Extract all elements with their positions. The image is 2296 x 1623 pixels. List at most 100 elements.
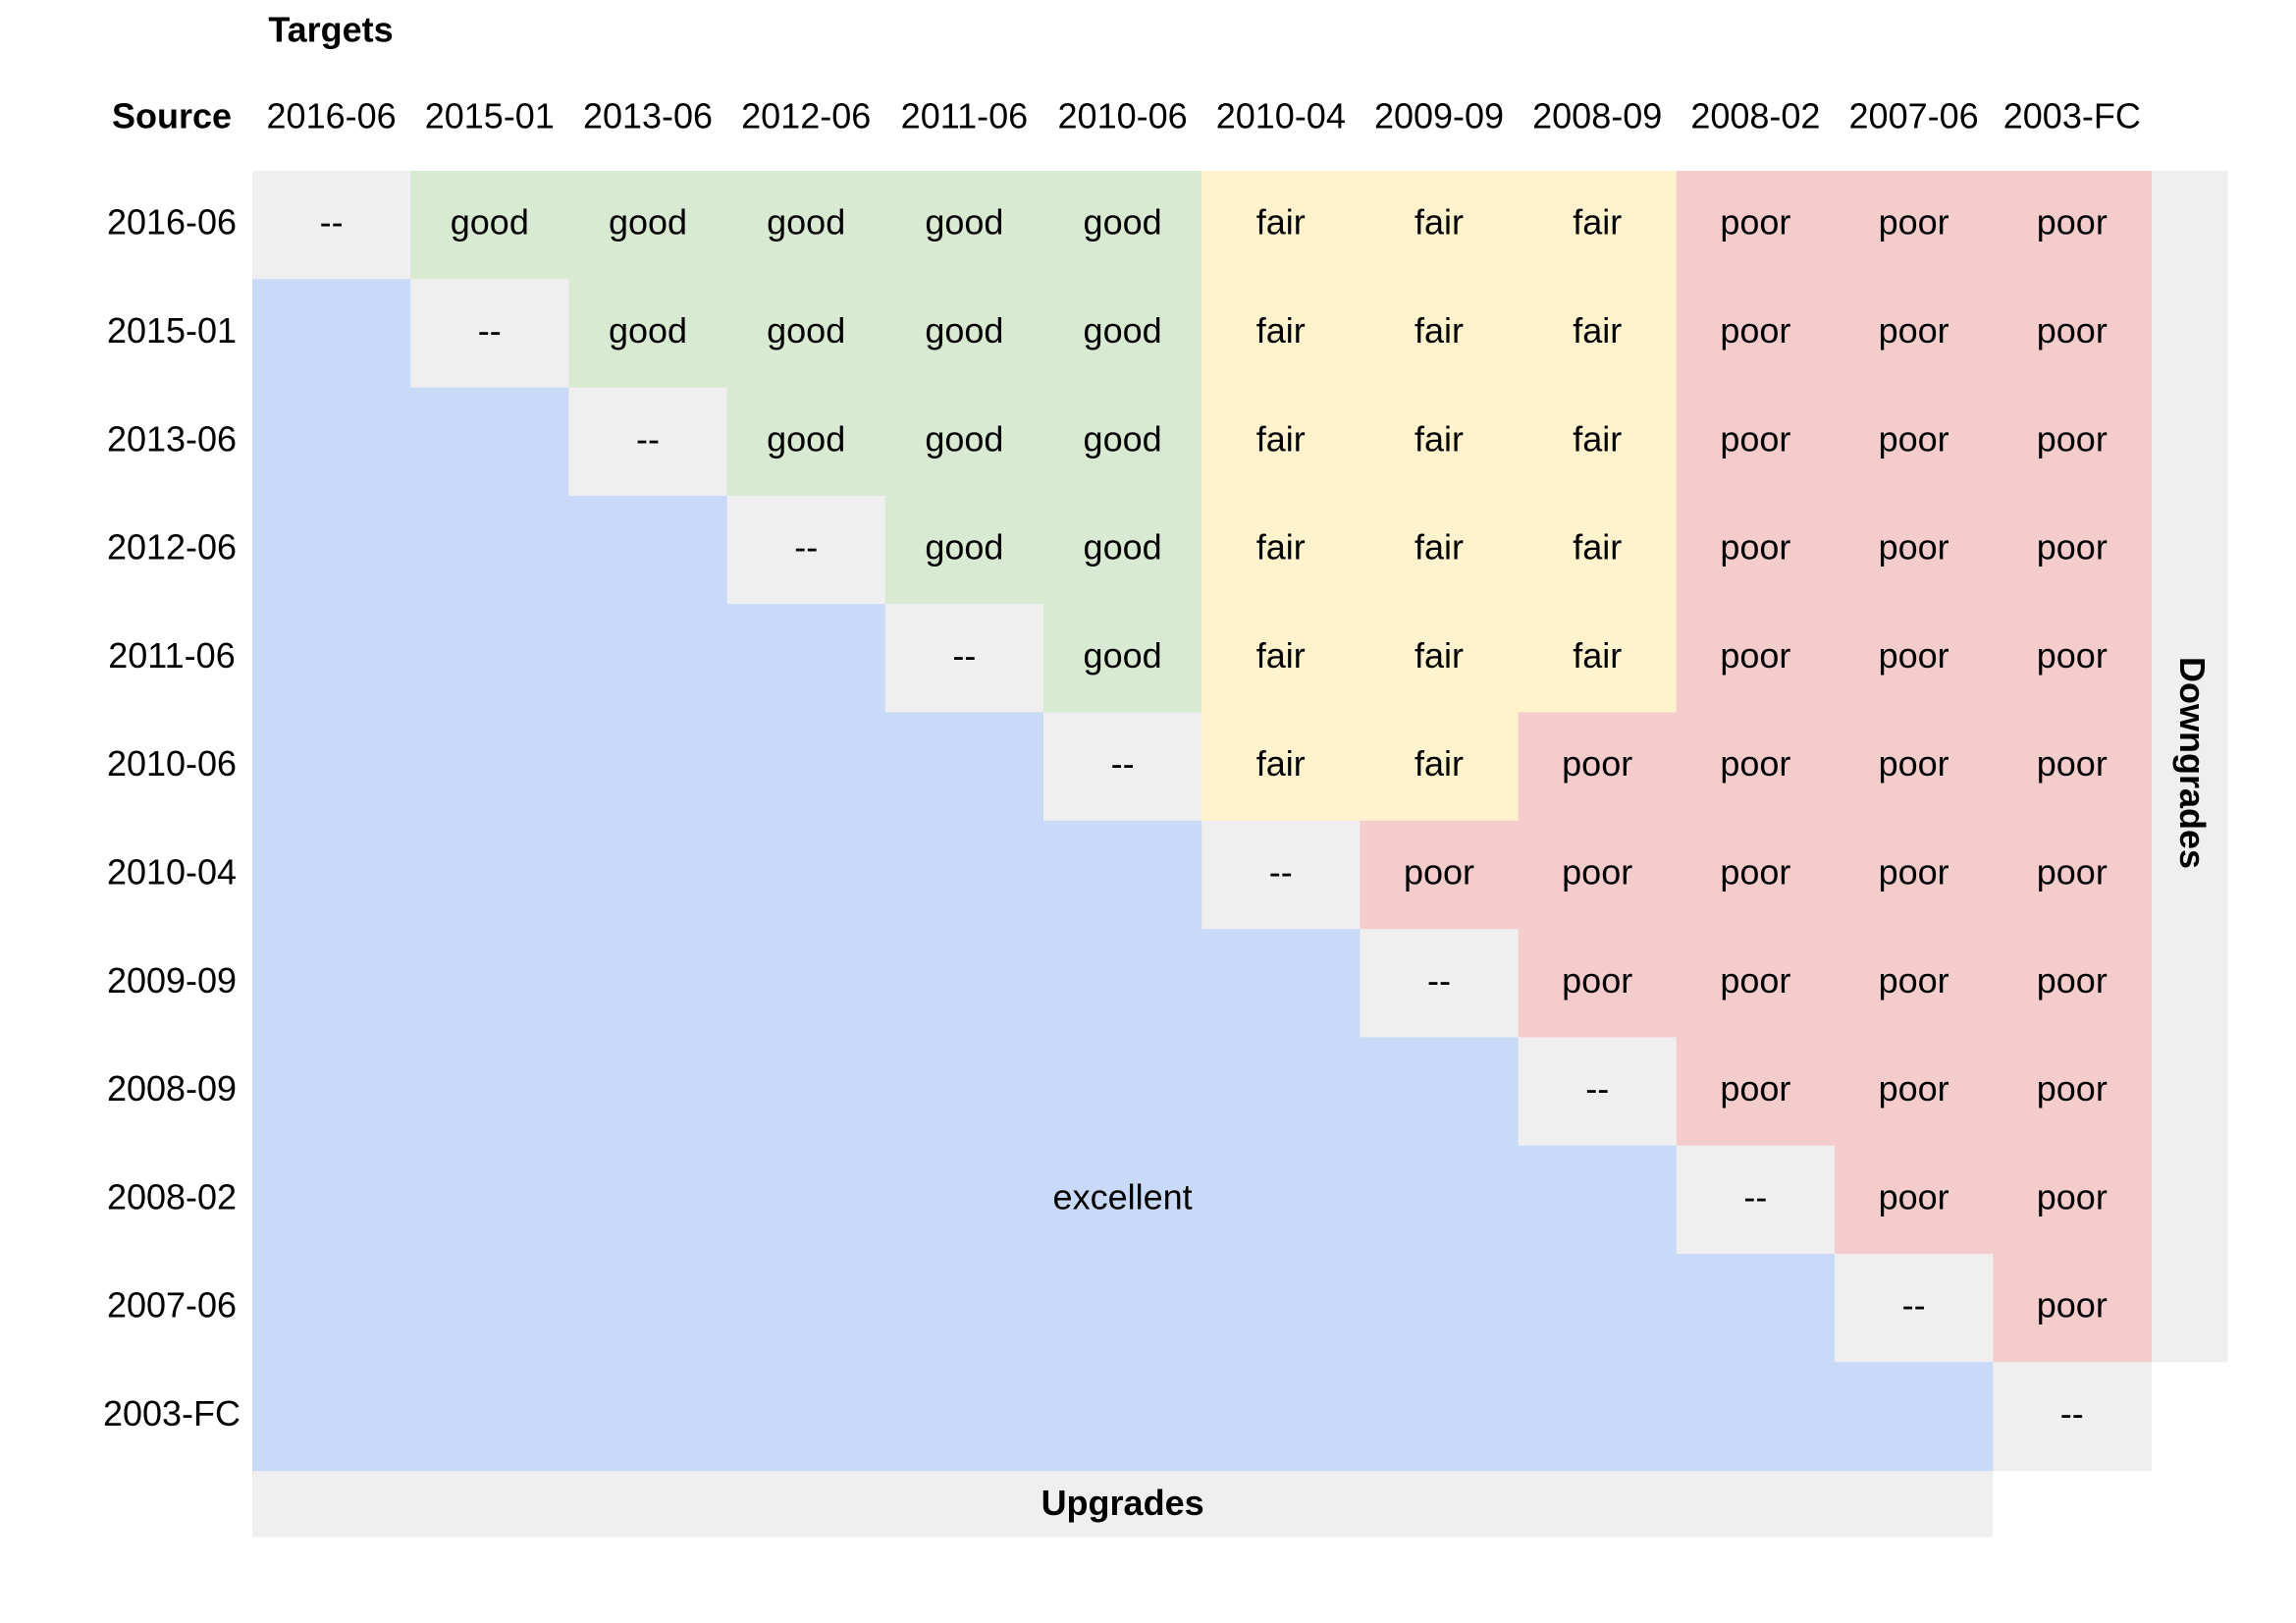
matrix-cell — [252, 495, 411, 605]
matrix-cell — [884, 495, 1044, 605]
matrix-cell — [410, 604, 569, 714]
matrix-cell — [1360, 712, 1520, 822]
matrix-cell — [252, 279, 411, 389]
downgrades-label: Downgrades — [2172, 657, 2213, 869]
matrix-cell — [884, 1145, 1044, 1255]
column-header: 2010-04 — [1216, 96, 1346, 136]
downgrade-rating-label: fair — [1415, 310, 1464, 351]
matrix-cell — [1360, 1037, 1520, 1147]
downgrade-rating-label: poor — [2037, 851, 2108, 892]
matrix-cell — [1201, 171, 1361, 280]
downgrade-rating-label: poor — [1720, 851, 1790, 892]
matrix-cell — [1676, 1037, 1836, 1147]
downgrade-rating-label: poor — [1879, 418, 1949, 459]
matrix-cell — [410, 1362, 569, 1472]
matrix-cell — [1993, 279, 2152, 389]
downgrade-rating-label: poor — [1720, 418, 1790, 459]
matrix-cell — [884, 1254, 1044, 1363]
matrix-cell — [1360, 495, 1520, 605]
matrix-cell — [1360, 279, 1520, 389]
matrix-cell — [1518, 279, 1678, 389]
matrix-cell — [1043, 279, 1202, 389]
downgrade-rating-label: fair — [1415, 527, 1464, 568]
matrix-cell — [252, 929, 411, 1038]
matrix-cell — [1676, 279, 1836, 389]
matrix-cell — [1676, 171, 1836, 280]
matrix-cell — [568, 1254, 728, 1363]
column-header: 2012-06 — [741, 96, 871, 136]
diagonal-cell-label: -- — [320, 202, 344, 243]
column-header: 2003-FC — [2003, 96, 2141, 136]
downgrade-rating-label: poor — [2037, 418, 2108, 459]
matrix-cell — [726, 1037, 886, 1147]
downgrade-rating-label: good — [925, 202, 1003, 243]
downgrade-rating-label: poor — [2037, 743, 2108, 784]
downgrade-rating-label: fair — [1256, 743, 1306, 784]
row-header: 2010-06 — [107, 743, 237, 784]
downgrade-rating-label: good — [451, 202, 529, 243]
downgrade-rating-label: fair — [1573, 527, 1622, 568]
matrix-cell — [1993, 1362, 2152, 1472]
matrix-cell — [410, 387, 569, 497]
downgrade-rating-label: poor — [2037, 960, 2108, 1001]
matrix-cell — [1360, 820, 1520, 930]
downgrade-rating-label: fair — [1573, 418, 1622, 459]
downgrade-rating-label: good — [767, 418, 845, 459]
matrix-cell — [884, 1362, 1044, 1472]
row-header: 2007-06 — [107, 1285, 237, 1325]
matrix-cell — [1518, 387, 1678, 497]
matrix-cell — [568, 1037, 728, 1147]
matrix-cell — [1518, 1254, 1678, 1363]
matrix-cell — [410, 495, 569, 605]
matrix-cell — [410, 1145, 569, 1255]
downgrade-rating-label: poor — [1720, 635, 1790, 676]
downgrade-rating-label: good — [1084, 527, 1162, 568]
matrix-cell — [1518, 1145, 1678, 1255]
diagonal-cell-label: -- — [1427, 960, 1451, 1001]
downgrade-rating-label: poor — [1879, 851, 1949, 892]
matrix-cell — [1518, 604, 1678, 714]
matrix-cell — [1518, 820, 1678, 930]
downgrade-rating-label: poor — [1879, 635, 1949, 676]
matrix-cell — [1835, 1145, 1994, 1255]
downgrade-rating-label: fair — [1256, 527, 1306, 568]
downgrade-rating-label: poor — [1720, 1068, 1790, 1109]
matrix-cell — [726, 171, 886, 280]
matrix-cell — [726, 712, 886, 822]
downgrade-rating-label: poor — [1879, 1068, 1949, 1109]
matrix-cell — [1676, 387, 1836, 497]
matrix-cell — [1676, 1254, 1836, 1363]
matrix-cell — [1360, 604, 1520, 714]
column-header: 2008-09 — [1532, 96, 1662, 136]
matrix-cell — [1676, 820, 1836, 930]
row-header: 2013-06 — [107, 418, 237, 459]
downgrade-rating-label: fair — [1573, 635, 1622, 676]
excellent-label: excellent — [1053, 1176, 1193, 1217]
column-header: 2009-09 — [1374, 96, 1504, 136]
matrix-cell — [1993, 387, 2152, 497]
matrix-cell — [1835, 604, 1994, 714]
matrix-cell — [1835, 929, 1994, 1038]
row-header: 2012-06 — [107, 527, 237, 568]
matrix-cell — [726, 1145, 886, 1255]
downgrade-rating-label: fair — [1573, 310, 1622, 351]
column-header: 2007-06 — [1849, 96, 1979, 136]
matrix-cell — [252, 1362, 411, 1472]
row-header: 2010-04 — [107, 851, 237, 892]
matrix-cell — [1993, 1145, 2152, 1255]
downgrade-rating-label: poor — [1404, 851, 1474, 892]
matrix-cell — [568, 604, 728, 714]
matrix-cell — [1201, 604, 1361, 714]
matrix-cell — [726, 1362, 886, 1472]
downgrade-rating-label: poor — [2037, 1285, 2108, 1325]
matrix-cell — [252, 387, 411, 497]
matrix-cell — [884, 929, 1044, 1038]
downgrade-rating-label: poor — [2037, 202, 2108, 243]
row-header: 2003-FC — [103, 1393, 240, 1434]
column-header: 2013-06 — [583, 96, 713, 136]
downgrade-rating-label: poor — [1879, 960, 1949, 1001]
downgrade-rating-label: fair — [1256, 635, 1306, 676]
matrix-cell — [1043, 712, 1202, 822]
downgrade-rating-label: poor — [1879, 743, 1949, 784]
downgrades-band — [2151, 171, 2228, 1363]
